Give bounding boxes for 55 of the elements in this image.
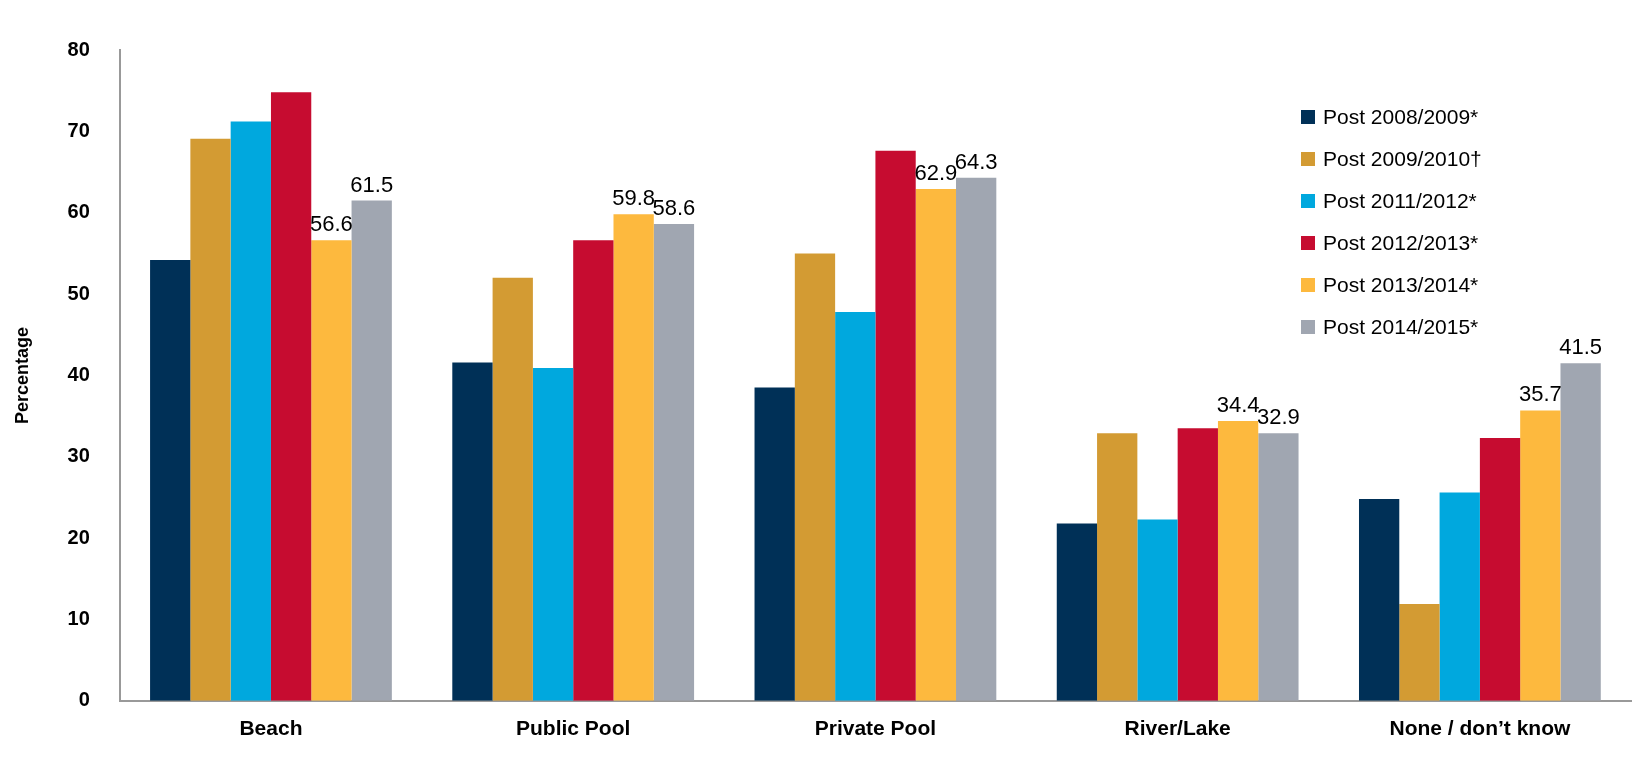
bar [270, 92, 312, 701]
bar [1399, 603, 1440, 701]
legend-label: Post 2014/2015* [1323, 315, 1479, 339]
bar [1479, 438, 1521, 701]
y-tick-label: 70 [67, 118, 90, 141]
legend-label: Post 2011/2012* [1323, 189, 1477, 213]
bar [190, 138, 231, 701]
bar [754, 387, 795, 701]
legend-label: Post 2013/2014* [1323, 273, 1479, 297]
y-tick-label: 40 [67, 362, 90, 385]
data-label: 61.5 [350, 171, 394, 197]
bar [915, 189, 957, 701]
bar [1217, 420, 1259, 701]
bar [573, 240, 614, 701]
bar [532, 368, 574, 701]
bar [1177, 428, 1218, 701]
bar [150, 259, 191, 701]
bar [835, 311, 876, 701]
bar [1097, 433, 1138, 701]
bar [1056, 523, 1098, 701]
y-tick-label: 50 [67, 281, 90, 304]
bar [613, 214, 654, 701]
bar [311, 240, 352, 701]
y-axis-title: Percentage [11, 326, 32, 424]
bar [653, 224, 695, 701]
bar [794, 253, 836, 701]
legend-label: Post 2008/2009* [1323, 105, 1479, 129]
bar [492, 277, 533, 701]
bar [351, 200, 392, 701]
legend-label: Post 2012/2013* [1323, 231, 1479, 255]
bar [1560, 363, 1601, 701]
y-tick-label: 80 [67, 37, 90, 60]
legend-label: Post 2009/2010† [1323, 147, 1482, 171]
bar [875, 150, 916, 701]
bar [1258, 433, 1299, 701]
bar [1358, 499, 1400, 701]
data-label: 56.6 [309, 211, 353, 237]
x-tick-label: Public Pool [516, 716, 631, 740]
data-label: 41.5 [1559, 334, 1603, 360]
bar [452, 362, 493, 701]
bar [230, 121, 271, 701]
bar [1439, 492, 1480, 701]
x-tick-label: River/Lake [1124, 716, 1231, 740]
bar [1137, 519, 1178, 701]
y-tick-label: 20 [67, 525, 90, 548]
y-tick-label: 60 [67, 200, 90, 223]
x-tick-label: Beach [239, 716, 303, 740]
y-tick-label: 0 [78, 688, 90, 711]
y-tick-label: 10 [67, 606, 90, 629]
x-tick-label: None / don’t know [1389, 716, 1571, 740]
x-tick-label: Private Pool [814, 716, 937, 740]
bar [1520, 410, 1561, 701]
data-label: 35.7 [1518, 381, 1562, 407]
bar [956, 177, 997, 701]
y-tick-label: 30 [67, 444, 90, 467]
